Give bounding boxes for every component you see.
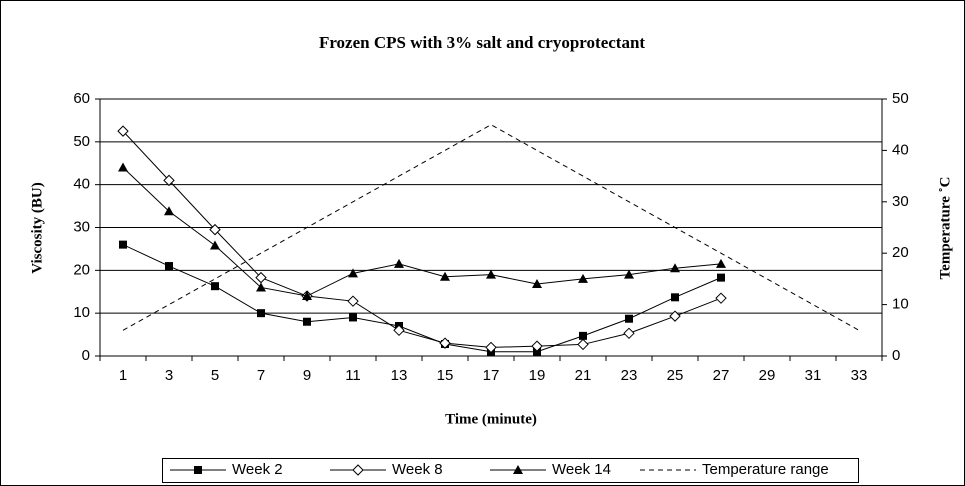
marker — [119, 240, 127, 249]
marker — [625, 314, 633, 323]
x-tick-label: 3 — [165, 367, 173, 384]
marker — [163, 174, 175, 187]
y2-tick-label: 40 — [892, 141, 909, 158]
marker — [302, 291, 312, 301]
x-tick-label: 9 — [303, 367, 311, 384]
legend-marker — [513, 465, 523, 474]
y2-axis-title: Temperature ˚C — [937, 177, 953, 280]
legend-label: Week 8 — [392, 461, 443, 478]
x-tick-label: 11 — [345, 367, 361, 384]
marker — [715, 292, 727, 304]
series-line — [122, 130, 722, 348]
marker — [165, 262, 173, 271]
y2-tick-label: 0 — [892, 347, 900, 364]
y-tick-label: 50 — [73, 133, 90, 150]
marker — [716, 258, 726, 268]
marker — [256, 282, 266, 292]
marker — [303, 317, 311, 326]
x-tick-label: 5 — [211, 367, 219, 384]
marker — [486, 269, 496, 279]
marker — [578, 273, 588, 283]
marker — [624, 269, 634, 279]
marker — [210, 240, 220, 250]
y-axis-title: Viscosity (BU) — [29, 182, 45, 274]
x-tick-label: 13 — [391, 367, 408, 384]
x-tick-label: 31 — [805, 367, 822, 384]
series-line — [122, 167, 722, 297]
y2-tick-label: 50 — [892, 90, 909, 107]
marker — [393, 324, 405, 337]
y-tick-label: 40 — [73, 176, 90, 193]
x-tick-label: 21 — [575, 367, 592, 384]
x-tick-label: 29 — [759, 367, 776, 384]
marker — [117, 125, 129, 137]
marker — [717, 273, 725, 282]
x-tick-label: 23 — [621, 367, 638, 384]
y-tick-label: 10 — [73, 304, 90, 321]
marker — [349, 313, 357, 322]
marker — [670, 263, 680, 273]
x-tick-label: 19 — [529, 367, 546, 384]
x-axis-title: Time (minute) — [445, 411, 537, 427]
marker — [394, 258, 404, 268]
marker — [118, 162, 128, 172]
series-line — [122, 124, 860, 331]
chart-title: Frozen CPS with 3% salt and cryoprotecta… — [319, 33, 645, 52]
marker — [257, 309, 265, 318]
y-tick-label: 30 — [73, 218, 90, 235]
y-tick-label: 60 — [73, 90, 90, 107]
x-tick-label: 27 — [713, 367, 730, 384]
marker — [532, 279, 542, 289]
y-tick-label: 0 — [82, 347, 90, 364]
marker — [439, 337, 451, 349]
marker — [440, 271, 450, 281]
legend-marker — [194, 466, 202, 474]
y2-tick-label: 10 — [892, 296, 909, 313]
marker — [579, 331, 587, 340]
marker — [347, 295, 359, 307]
y-tick-label: 20 — [73, 261, 90, 278]
marker — [577, 338, 589, 351]
marker — [164, 206, 174, 216]
marker — [485, 341, 497, 354]
marker — [209, 223, 221, 236]
marker — [671, 293, 679, 302]
x-tick-label: 1 — [119, 367, 127, 384]
marker — [623, 327, 635, 340]
marker — [531, 340, 543, 352]
x-tick-label: 17 — [483, 367, 500, 384]
y2-tick-label: 20 — [892, 244, 909, 261]
marker — [211, 282, 219, 291]
marker — [669, 310, 681, 322]
legend-label: Temperature range — [702, 461, 829, 478]
marker — [348, 268, 358, 278]
legend-marker — [352, 464, 364, 476]
legend-label: Week 14 — [552, 461, 611, 478]
x-tick-label: 7 — [257, 367, 265, 384]
legend-label: Week 2 — [232, 461, 283, 478]
y2-tick-label: 30 — [892, 193, 909, 210]
x-tick-label: 15 — [437, 367, 454, 384]
series-line — [122, 244, 722, 353]
x-tick-label: 25 — [667, 367, 684, 384]
x-tick-label: 33 — [851, 367, 868, 384]
